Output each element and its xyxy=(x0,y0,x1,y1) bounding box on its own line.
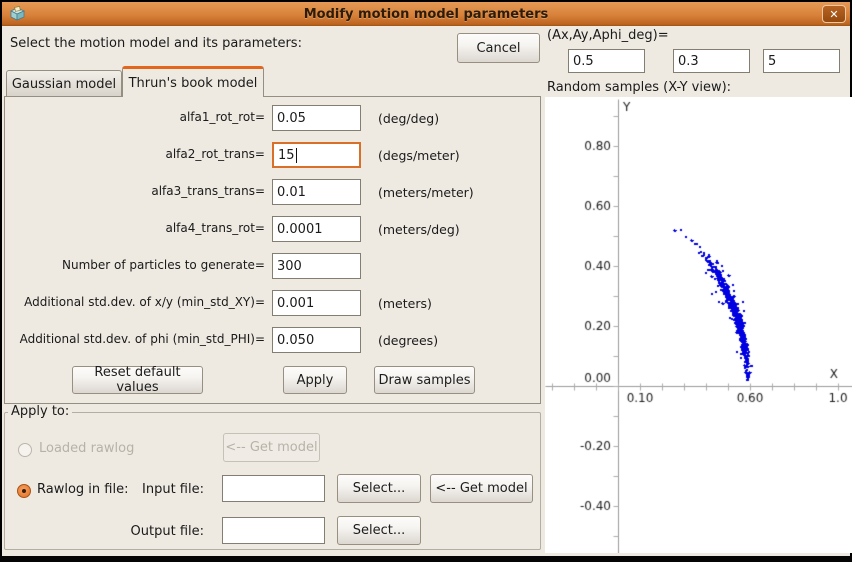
alfa1-field[interactable]: 0.05 xyxy=(272,105,361,131)
alfa4-units: (meters/deg) xyxy=(378,222,460,237)
plot-title: Random samples (X-Y view): xyxy=(547,80,732,95)
tab-thruns-book-model[interactable]: Thrun's book model xyxy=(122,66,264,97)
alfa3-value: 0.01 xyxy=(277,184,306,200)
window-bottom-edge xyxy=(0,556,852,562)
alfa2-field[interactable]: 15 xyxy=(272,142,361,168)
aphi-value: 5 xyxy=(768,53,777,69)
alfa4-label: alfa4_trans_rot= xyxy=(165,221,265,235)
select-output-file-button[interactable]: Select... xyxy=(337,516,421,545)
alfa1-units: (deg/deg) xyxy=(378,111,440,126)
min-std-xy-units: (meters) xyxy=(378,296,432,311)
samples-scatter-plot[interactable] xyxy=(545,97,852,553)
num-particles-value: 300 xyxy=(277,258,302,274)
alfa2-value: 15 xyxy=(278,147,295,163)
draw-samples-button[interactable]: Draw samples xyxy=(374,366,475,394)
text-caret xyxy=(295,147,297,163)
apply-to-legend: Apply to: xyxy=(8,404,73,419)
ay-value: 0.3 xyxy=(678,53,699,69)
alfa2-label: alfa2_rot_trans= xyxy=(165,147,265,161)
apply-button[interactable]: Apply xyxy=(283,366,347,394)
close-icon: ✕ xyxy=(829,7,839,21)
loaded-rawlog-radio[interactable] xyxy=(18,443,32,457)
reset-defaults-button[interactable]: Reset default values xyxy=(72,365,203,395)
min-std-phi-units: (degrees) xyxy=(378,333,439,348)
input-file-field[interactable] xyxy=(222,475,325,502)
alfa1-value: 0.05 xyxy=(277,110,306,126)
alfa1-label: alfa1_rot_rot= xyxy=(179,110,265,124)
min-std-xy-field[interactable]: 0.001 xyxy=(272,290,361,316)
rawlog-in-file-radio[interactable] xyxy=(17,484,31,498)
rawlog-in-file-label[interactable]: Rawlog in file: xyxy=(37,482,129,497)
min-std-phi-value: 0.050 xyxy=(277,332,315,348)
output-file-field[interactable] xyxy=(222,517,325,544)
output-file-label: Output file: xyxy=(130,524,204,539)
instruction-label: Select the motion model and its paramete… xyxy=(10,36,302,51)
alfa4-field[interactable]: 0.0001 xyxy=(272,216,361,242)
num-particles-field[interactable]: 300 xyxy=(272,253,361,279)
delta-params-label: (Ax,Ay,Aphi_deg)= xyxy=(547,28,669,43)
alfa4-value: 0.0001 xyxy=(277,221,323,237)
input-file-label: Input file: xyxy=(142,482,204,497)
min-std-phi-field[interactable]: 0.050 xyxy=(272,327,361,353)
tab-thrun-label: Thrun's book model xyxy=(128,75,258,91)
close-button[interactable]: ✕ xyxy=(822,5,846,23)
get-model-loaded-button: <-- Get model xyxy=(223,433,320,462)
alfa2-units: (degs/meter) xyxy=(378,148,460,163)
samples-plot-panel xyxy=(545,97,852,553)
ax-field[interactable]: 0.5 xyxy=(568,49,645,73)
alfa3-units: (meters/meter) xyxy=(378,185,474,200)
num-particles-label: Number of particles to generate= xyxy=(61,258,265,272)
alfa3-label: alfa3_trans_trans= xyxy=(151,184,265,198)
ax-value: 0.5 xyxy=(573,53,594,69)
tab-gaussian-model[interactable]: Gaussian model xyxy=(6,70,122,97)
aphi-field[interactable]: 5 xyxy=(763,49,840,73)
min-std-phi-label: Additional std.dev. of phi (min_std_PHI)… xyxy=(19,332,265,346)
ay-field[interactable]: 0.3 xyxy=(673,49,750,73)
apply-to-groupbox xyxy=(4,412,541,550)
get-model-file-button[interactable]: <-- Get model xyxy=(430,474,533,503)
cancel-button[interactable]: Cancel xyxy=(457,33,540,63)
titlebar[interactable]: Modify motion model parameters ✕ xyxy=(2,2,850,26)
tab-gaussian-label: Gaussian model xyxy=(11,76,117,92)
window-title: Modify motion model parameters xyxy=(303,6,549,22)
min-std-xy-value: 0.001 xyxy=(277,295,315,311)
loaded-rawlog-label: Loaded rawlog xyxy=(39,441,135,456)
alfa3-field[interactable]: 0.01 xyxy=(272,179,361,205)
select-input-file-button[interactable]: Select... xyxy=(337,474,421,503)
min-std-xy-label: Additional std.dev. of x/y (min_std_XY)= xyxy=(24,295,265,309)
app-icon xyxy=(9,5,26,22)
